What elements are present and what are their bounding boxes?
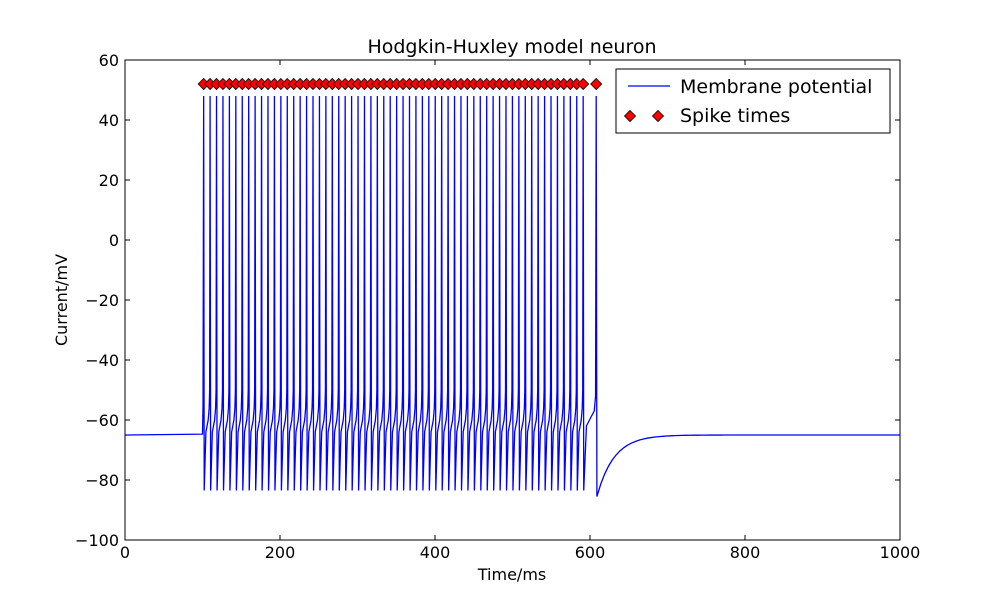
legend-label-spike-times: Spike times — [680, 105, 790, 127]
x-tick-label: 0 — [120, 543, 130, 562]
y-tick-label: −60 — [85, 411, 119, 430]
y-tick-label: 40 — [99, 111, 119, 130]
y-tick-label: −20 — [85, 291, 119, 310]
x-tick-label: 800 — [730, 543, 761, 562]
x-tick-label: 1000 — [880, 543, 921, 562]
plot-area — [125, 77, 900, 497]
ticks-layer: 0 200 400 600 800 1000 −100 −80 −60 −40 −20 0 20 40 60 — [75, 51, 920, 562]
legend: Membrane potential Spike times — [615, 68, 891, 134]
membrane-potential-line — [125, 95, 900, 497]
marker-layer — [197, 77, 603, 91]
legend-spike-marker — [651, 109, 665, 123]
legend-spike-marker — [623, 109, 637, 123]
y-axis-title: Current/mV — [52, 254, 71, 346]
y-tick-label: −40 — [85, 351, 119, 370]
plot-frame — [124, 59, 901, 541]
y-tick-label: −100 — [75, 531, 119, 550]
trace-layer — [125, 95, 900, 497]
legend-frame — [615, 68, 891, 134]
spike-time-marker — [590, 77, 603, 91]
chart-title: Hodgkin-Huxley model neuron — [367, 36, 656, 58]
legend-label-membrane-potential: Membrane potential — [680, 76, 872, 98]
x-tick-label: 200 — [265, 543, 296, 562]
y-tick-label: −80 — [85, 471, 119, 490]
x-axis-title: Time/ms — [477, 565, 546, 584]
y-tick-label: 0 — [109, 231, 119, 250]
spike-time-marker — [577, 77, 590, 91]
x-tick-label: 400 — [420, 543, 451, 562]
x-tick-label: 600 — [575, 543, 606, 562]
y-tick-label: 60 — [99, 51, 119, 70]
y-tick-label: 20 — [99, 171, 119, 190]
